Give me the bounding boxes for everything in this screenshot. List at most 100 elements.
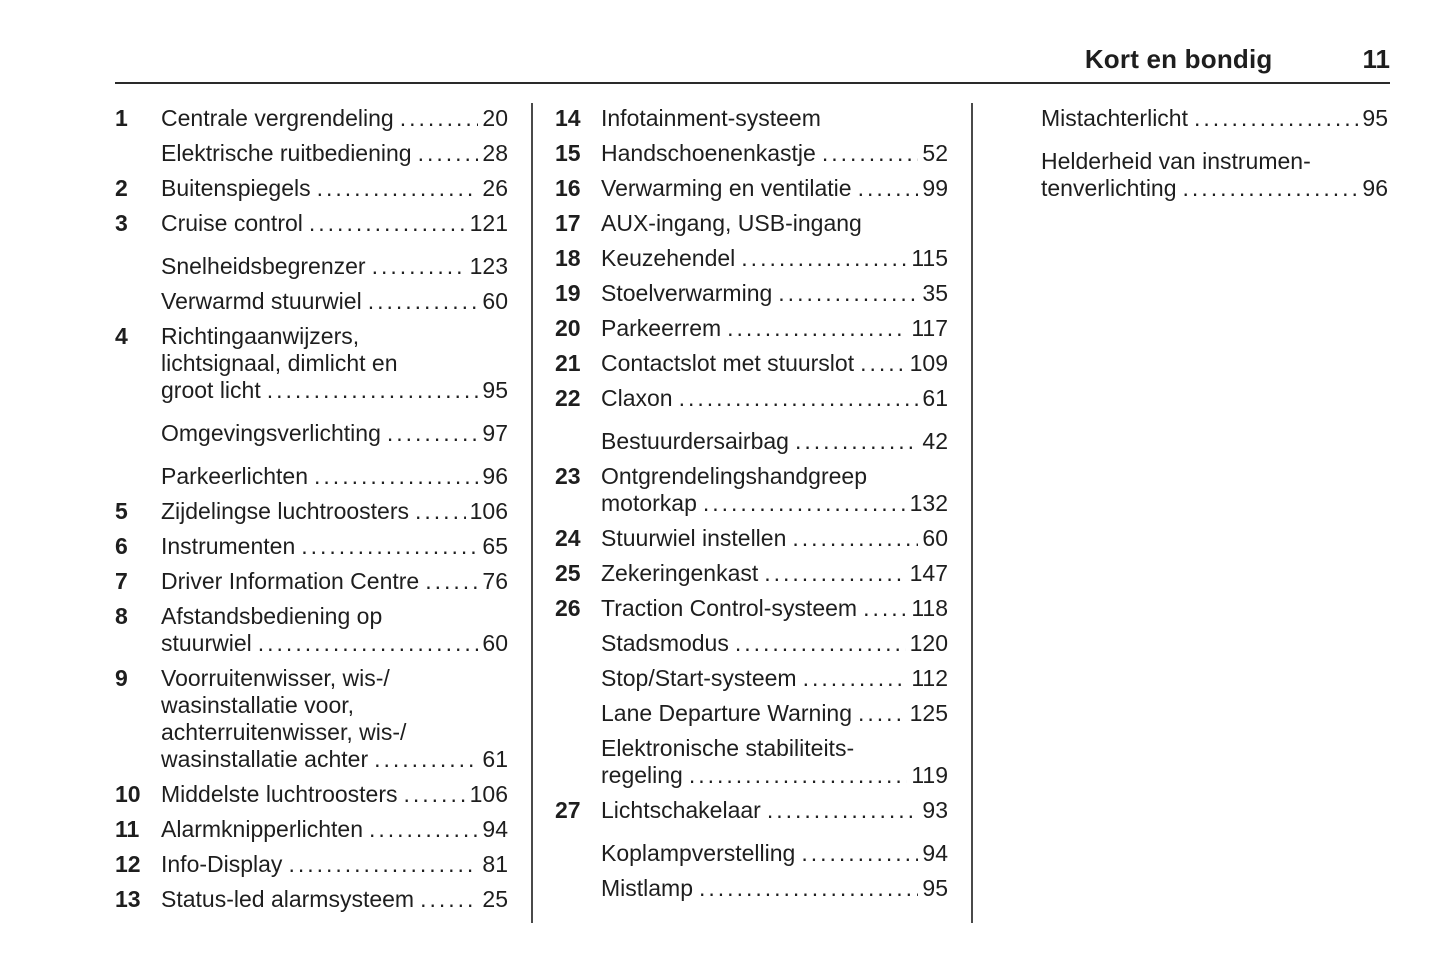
entry-text-line: Stop/Start-systeem (601, 665, 797, 691)
entry-number: 16 (555, 175, 581, 201)
entry-number (115, 420, 161, 447)
entry-last-line: Koplampverstelling......................… (601, 840, 948, 867)
entry-last-line: motorkap................................… (601, 490, 948, 517)
entry-page-reference: 120 (909, 630, 948, 656)
entry-text-line: Traction Control-systeem (601, 595, 858, 621)
entry-page-reference: 25 (482, 886, 508, 912)
entry-page-reference: 60 (482, 630, 508, 656)
entry-body: Parkeerrem..............................… (601, 315, 948, 342)
entry-body: Mistlamp................................… (601, 875, 948, 902)
index-entry: Omgevingsverlichting....................… (115, 420, 508, 447)
index-entry: Helderheid van instrumen-tenverlichting.… (995, 148, 1388, 202)
index-entry: 2 Buitenspiegels.........................… (115, 175, 508, 202)
index-entry: 16 Verwarming en ventilatie..............… (555, 175, 948, 202)
entry-text-line: wasinstallatie voor, (161, 692, 355, 718)
index-entry: Lane Departure Warning..................… (555, 700, 948, 727)
index-entry: Stop/Start-systeem......................… (555, 665, 948, 692)
entry-number: 14 (555, 105, 581, 131)
index-entry: 26 Traction Control-systeem..............… (555, 595, 948, 622)
entry-text-line: Buitenspiegels (161, 175, 311, 201)
entry-number: 19 (555, 280, 581, 306)
entry-body: Richtingaanwijzers, lichtsignaal, dimlich… (161, 323, 508, 404)
entry-page-reference: 115 (911, 245, 948, 271)
entry-text-line: Verwarmd stuurwiel (161, 288, 362, 314)
dot-leader: ........................................… (1193, 105, 1358, 131)
entry-number (115, 463, 161, 490)
index-entry: 9 Voorruitenwisser, wis-/wasinstallatie v… (115, 665, 508, 773)
entry-page-reference: 26 (482, 175, 508, 201)
index-entry: 25 Zekeringenkast........................… (555, 560, 948, 587)
entry-number: 4 (115, 323, 128, 349)
entry-text-line: Info-Display (161, 851, 283, 877)
entry-last-line: Lane Departure Warning..................… (601, 700, 948, 727)
entry-text-line: Handschoenenkastje (601, 140, 816, 166)
entry-body: Zekeringenkast..........................… (601, 560, 948, 587)
entry-body: Stoelverwarming.........................… (601, 280, 948, 307)
entry-number: 17 (555, 210, 581, 236)
entry-text-line: Parkeerlichten (161, 463, 309, 489)
index-entry: 15 Handschoenenkastje....................… (555, 140, 948, 167)
index-entry: Elektrische ruitbediening...............… (115, 140, 508, 167)
entry-page-reference: 147 (909, 560, 948, 586)
entry-last-line: Stoelverwarming.........................… (601, 280, 948, 307)
index-entry: 3 Cruise control.........................… (115, 210, 508, 237)
dot-leader: ........................................… (403, 781, 466, 807)
entry-body: Claxon..................................… (601, 385, 948, 412)
entry-last-line: Stuurwiel instellen.....................… (601, 525, 948, 552)
entry-last-line: Keuzehendel.............................… (601, 245, 948, 272)
entry-number (115, 253, 161, 280)
entry-number: 6 (115, 533, 128, 559)
dot-leader: ........................................… (863, 595, 907, 621)
index-entry: 14 Infotainment-systeem (555, 105, 948, 132)
dot-leader: ........................................… (316, 175, 479, 201)
entry-page-reference: 94 (922, 840, 948, 866)
dot-leader: ........................................… (314, 463, 478, 489)
entry-number: 23 (555, 463, 581, 489)
entry-text-line: Ontgrendelingshandgreep (601, 463, 867, 489)
entry-number (995, 148, 1041, 202)
entry-last-line: Parkeerlichten..........................… (161, 463, 508, 490)
entry-last-line: Handschoenenkastje......................… (601, 140, 948, 167)
entry-body: Stuurwiel instellen.....................… (601, 525, 948, 552)
entry-body: Helderheid van instrumen-tenverlichting.… (1041, 148, 1388, 202)
entry-number: 24 (555, 525, 581, 551)
entry-body: Stop/Start-systeem......................… (601, 665, 948, 692)
entry-body: Alarmknipperlichten.....................… (161, 816, 508, 843)
entry-text-line: Stadsmodus (601, 630, 729, 656)
entry-number: 3 (115, 210, 128, 236)
entry-text-line: tenverlichting (1041, 175, 1177, 201)
entry-last-line: Contactslot met stuurslot...............… (601, 350, 948, 377)
index-entry: Mistachterlicht.........................… (995, 105, 1388, 132)
entry-text-line: groot licht (161, 377, 261, 403)
entry-page-reference: 95 (482, 377, 508, 403)
entry-number: 7 (115, 568, 128, 594)
dot-leader: ........................................… (802, 665, 908, 691)
entry-last-line: Infotainment-systeem (601, 105, 948, 132)
entry-body: Verwarmd stuurwiel......................… (161, 288, 508, 315)
entry-last-line: Traction Control-systeem................… (601, 595, 948, 622)
dot-leader: ........................................… (766, 797, 919, 823)
entry-last-line: tenverlichting..........................… (1041, 175, 1388, 202)
index-entry: Koplampverstelling......................… (555, 840, 948, 867)
entry-page-reference: 61 (922, 385, 948, 411)
entry-text-line: Alarmknipperlichten (161, 816, 363, 842)
entry-text-line: Claxon (601, 385, 673, 411)
entry-page-reference: 106 (469, 781, 508, 807)
dot-leader: ........................................… (417, 140, 479, 166)
index-entry: 20 Parkeerrem............................… (555, 315, 948, 342)
dot-leader: ........................................… (367, 288, 479, 314)
dot-leader: ........................................… (1182, 175, 1359, 201)
dot-leader: ........................................… (374, 746, 478, 772)
column-divider (531, 103, 533, 923)
entry-last-line: AUX-ingang, USB-ingang (601, 210, 948, 237)
entry-last-line: Stop/Start-systeem......................… (601, 665, 948, 692)
entry-number: 26 (555, 595, 581, 621)
entry-text-line: Elektronische stabiliteits- (601, 735, 855, 761)
entry-body: Koplampverstelling......................… (601, 840, 948, 867)
entry-last-line: Elektrische ruitbediening...............… (161, 140, 508, 167)
entry-body: Lane Departure Warning..................… (601, 700, 948, 727)
entry-number (115, 140, 161, 167)
dot-leader: ........................................… (857, 175, 919, 201)
entry-number: 22 (555, 385, 581, 411)
entry-text-line: Infotainment-systeem (601, 105, 821, 131)
